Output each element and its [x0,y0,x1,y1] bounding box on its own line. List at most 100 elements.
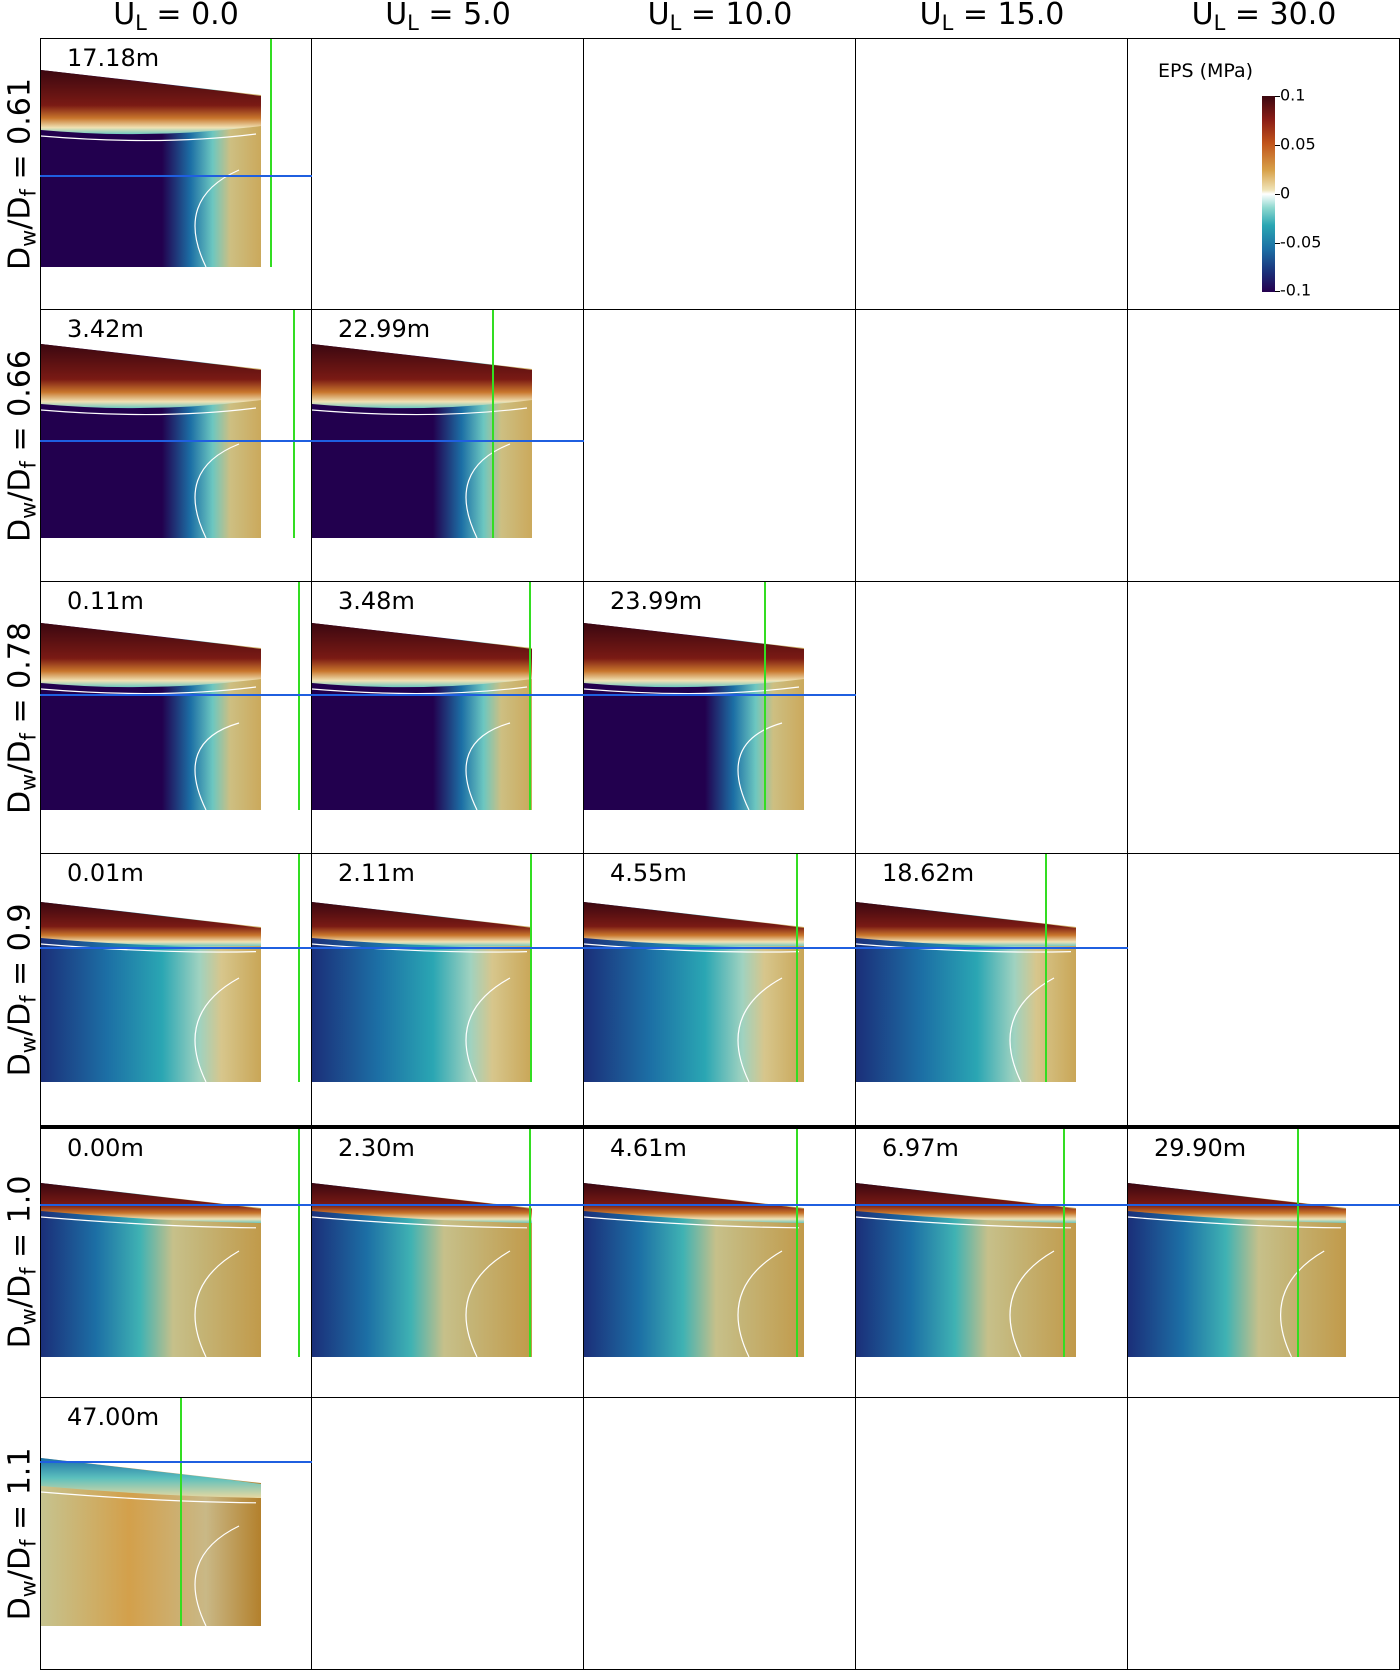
crevasse-depth-label: 22.99m [338,315,431,343]
zero-contour [312,686,528,811]
zero-contour [41,407,257,539]
simulation-panel: 0.01m [40,854,312,1126]
simulation-panel: 6.97m [856,1126,1128,1398]
crevasse-depth-label: 4.55m [610,859,687,887]
empty-panel [1128,582,1400,854]
simulation-panel: 22.99m [312,310,584,582]
tension-band [584,1183,804,1223]
empty-panel [584,1398,856,1670]
stress-field-plot [41,39,272,268]
row-label: Dw/Df = 0.66 [2,350,41,542]
stress-field-plot [41,310,295,539]
simulation-panel: 47.00m [40,1398,312,1670]
tension-band [584,623,804,688]
simulation-panel: 4.55m [584,854,856,1126]
zero-contour [312,943,528,1083]
empty-panel [856,582,1128,854]
colorbar-title: EPS (MPa) [1158,60,1254,82]
water-level-line [40,694,856,696]
tension-band [41,902,261,947]
zero-contour [41,1216,257,1358]
crevasse-depth-label: 18.62m [882,859,975,887]
stress-field-plot [41,854,300,1083]
crevasse-depth-label: 23.99m [610,587,703,615]
empty-panel [1128,1398,1400,1670]
crevasse-depth-label: 17.18m [67,44,160,72]
crevasse-depth-label: 2.30m [338,1134,415,1162]
empty-panel [584,38,856,310]
stress-field-plot [312,582,532,811]
zero-contour [1128,1216,1342,1358]
water-level-line [40,947,1128,949]
water-level-line [40,440,584,442]
zero-contour [584,1216,800,1358]
crevasse-depth-label: 2.11m [338,859,415,887]
row-label: Dw/Df = 1.0 [2,1175,41,1349]
zero-contour [41,686,257,811]
stress-field-plot [856,1129,1076,1358]
crevasse-depth-label: 6.97m [882,1134,959,1162]
colorbar-tick-label: 0 [1280,183,1291,203]
zero-contour [41,1491,257,1627]
tension-band [312,902,532,947]
tension-band [41,70,261,135]
simulation-panel: 23.99m [584,582,856,854]
column-header: UL = 0.0 [113,0,239,35]
simulation-panel: 17.18m [40,38,312,310]
zero-contour [312,1216,528,1358]
simulation-panel: 3.42m [40,310,312,582]
tension-band [312,344,532,409]
crevasse-depth-label: 3.48m [338,587,415,615]
stress-field-plot [312,854,532,1083]
crevasse-depth-label: 0.01m [67,859,144,887]
tension-band [312,623,532,688]
colorbar-tick-mark [1275,96,1280,97]
stress-field-plot [312,1129,532,1358]
empty-panel [1128,854,1400,1126]
crevasse-depth-label: 29.90m [1154,1134,1247,1162]
stress-field-plot [41,582,300,811]
tension-band [1128,1183,1346,1223]
colorbar-tick-mark [1275,291,1280,292]
stress-field-plot [584,1129,804,1358]
crevasse-depth-label: 0.11m [67,587,144,615]
simulation-panel: 0.11m [40,582,312,854]
empty-panel [856,310,1128,582]
tension-band [41,1183,261,1223]
empty-panel [312,1398,584,1670]
water-level-line [40,1461,312,1463]
colorbar-tick-label: 0.1 [1280,85,1306,105]
tension-band [312,1183,532,1223]
tension-band [41,623,261,688]
colorbar-tick-mark [1275,194,1280,195]
stress-field-plot [584,582,804,811]
simulation-panel: 29.90m [1128,1126,1400,1398]
stress-field-plot [584,854,804,1083]
zero-contour [584,943,800,1083]
row-label: Dw/Df = 0.9 [2,903,41,1077]
ice-body [41,1458,261,1626]
tension-band [584,902,804,947]
empty-panel [1128,310,1400,582]
tension-band [41,1458,261,1498]
row-label: Dw/Df = 0.61 [2,78,41,270]
colorbar-tick-label: -0.1 [1280,280,1312,300]
water-level-line [40,1204,1400,1206]
stress-field-plot [1128,1129,1346,1358]
stress-field-plot [41,1129,300,1358]
crevasse-depth-label: 3.42m [67,315,144,343]
colorbar-tick-mark [1275,243,1280,244]
tension-band [41,344,261,409]
crevasse-depth-label: 47.00m [67,1403,160,1431]
simulation-panel: 2.11m [312,854,584,1126]
empty-panel [856,1398,1128,1670]
colorbar-tick-mark [1275,145,1280,146]
empty-panel [312,38,584,310]
colorbar-tick-label: 0.05 [1280,134,1316,154]
column-header: UL = 10.0 [647,0,793,35]
colorbar-gradient [1262,96,1275,292]
simulation-panel: 18.62m [856,854,1128,1126]
crevasse-depth-label: 4.61m [610,1134,687,1162]
crevasse-depth-label: 0.00m [67,1134,144,1162]
stress-field-plot [312,310,532,539]
